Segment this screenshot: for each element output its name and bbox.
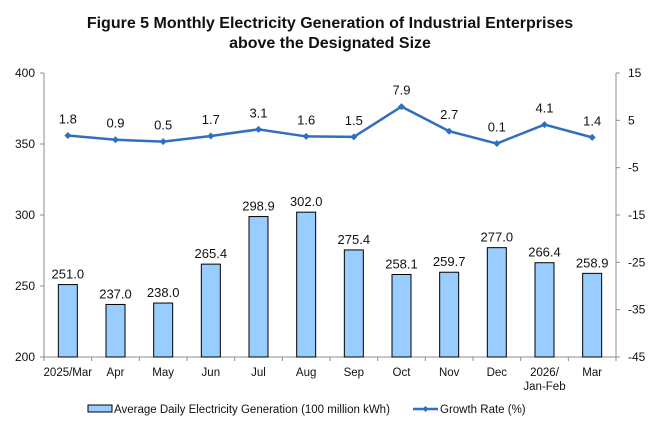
bar-data-label: 237.0 (99, 286, 132, 301)
line-marker (398, 103, 405, 111)
line-marker (350, 133, 358, 141)
y-left-tick-label: 200 (15, 350, 35, 364)
x-tick-label: Sep (344, 367, 364, 379)
bar (200, 263, 221, 358)
bar (391, 273, 412, 358)
x-tick-label: Jul (251, 367, 266, 379)
bar (105, 303, 126, 358)
line-data-label: 1.4 (583, 113, 601, 128)
line-data-label: 4.1 (535, 101, 553, 116)
y-right-tick-label: -15 (628, 208, 646, 222)
line-marker (255, 125, 262, 133)
line-data-label: 7.9 (392, 83, 410, 98)
line-data-label: 0.1 (488, 120, 506, 135)
bar-data-label: 302.0 (290, 194, 323, 209)
bar-data-label: 298.9 (242, 199, 275, 214)
line-data-label: 0.9 (106, 116, 124, 131)
bar (486, 247, 507, 358)
x-tick-label: Nov (439, 367, 460, 379)
bar (153, 302, 174, 358)
bar-data-label: 258.1 (385, 256, 418, 271)
line-marker (588, 133, 596, 141)
bar-data-label: 266.4 (528, 245, 561, 260)
y-left-tick-label: 350 (15, 137, 35, 151)
y-left-tick-label: 400 (15, 66, 35, 80)
x-tick-label: Mar (582, 367, 602, 379)
x-tick-label: Jun (202, 367, 221, 379)
bar-data-label: 265.4 (195, 246, 228, 261)
line-data-label: 1.8 (59, 111, 77, 126)
line-data-label: 1.5 (345, 113, 363, 128)
x-tick-label: Oct (393, 367, 412, 379)
bar (534, 262, 555, 358)
y-right-tick-label: 15 (628, 66, 642, 80)
x-tick-label: 2025/Mar (44, 367, 93, 379)
chart-title: Figure 5 Monthly Electricity Generation … (0, 14, 660, 54)
line-data-label: 2.7 (440, 107, 458, 122)
y-right-tick-label: 5 (628, 113, 635, 127)
bar-data-label: 238.0 (147, 285, 180, 300)
x-tick-label: May (152, 367, 174, 379)
line-data-label: 3.1 (249, 105, 267, 120)
legend-line-label: Growth Rate (%) (440, 404, 526, 416)
growth-rate-line (67, 105, 593, 145)
bar-data-label: 277.0 (481, 230, 514, 245)
bar-data-label: 258.9 (576, 255, 609, 270)
bar (439, 271, 460, 358)
bar (343, 249, 364, 358)
bar (296, 211, 317, 358)
x-tick-label: Apr (107, 367, 125, 379)
bar (57, 284, 78, 358)
line-marker (64, 131, 72, 139)
line-data-label: 1.7 (202, 112, 220, 127)
bar-data-label: 251.0 (52, 267, 85, 282)
line-marker (159, 138, 167, 146)
chart-title-line2: above the Designated Size (229, 35, 431, 52)
line-marker (493, 140, 501, 148)
x-tick-label: Aug (296, 367, 316, 379)
line-data-label: 0.5 (154, 118, 172, 133)
y-left-tick-label: 300 (15, 208, 35, 222)
line-marker (541, 121, 548, 129)
legend-bar-swatch (87, 404, 113, 413)
y-right-tick-label: -35 (628, 303, 646, 317)
y-right-tick-label: -45 (628, 350, 646, 364)
line-marker (207, 132, 215, 140)
bar-data-label: 275.4 (338, 232, 371, 247)
x-tick-label: Dec (487, 367, 508, 379)
chart-title-line1: Figure 5 Monthly Electricity Generation … (86, 15, 574, 32)
line-marker (302, 132, 310, 140)
y-left-tick-label: 250 (15, 279, 35, 293)
x-tick-label: Jan-Feb (523, 381, 565, 393)
y-right-tick-label: -25 (628, 255, 646, 269)
legend-line-marker (422, 406, 429, 412)
line-data-label: 1.6 (297, 112, 315, 127)
bar-data-label: 259.7 (433, 254, 466, 269)
line-marker (445, 127, 453, 135)
bar (248, 216, 269, 358)
bar (582, 272, 603, 358)
x-tick-label: 2026/ (530, 367, 560, 379)
y-right-tick-label: -5 (628, 161, 639, 175)
legend-bar-label: Average Daily Electricity Generation (10… (114, 404, 390, 416)
line-marker (112, 136, 119, 144)
